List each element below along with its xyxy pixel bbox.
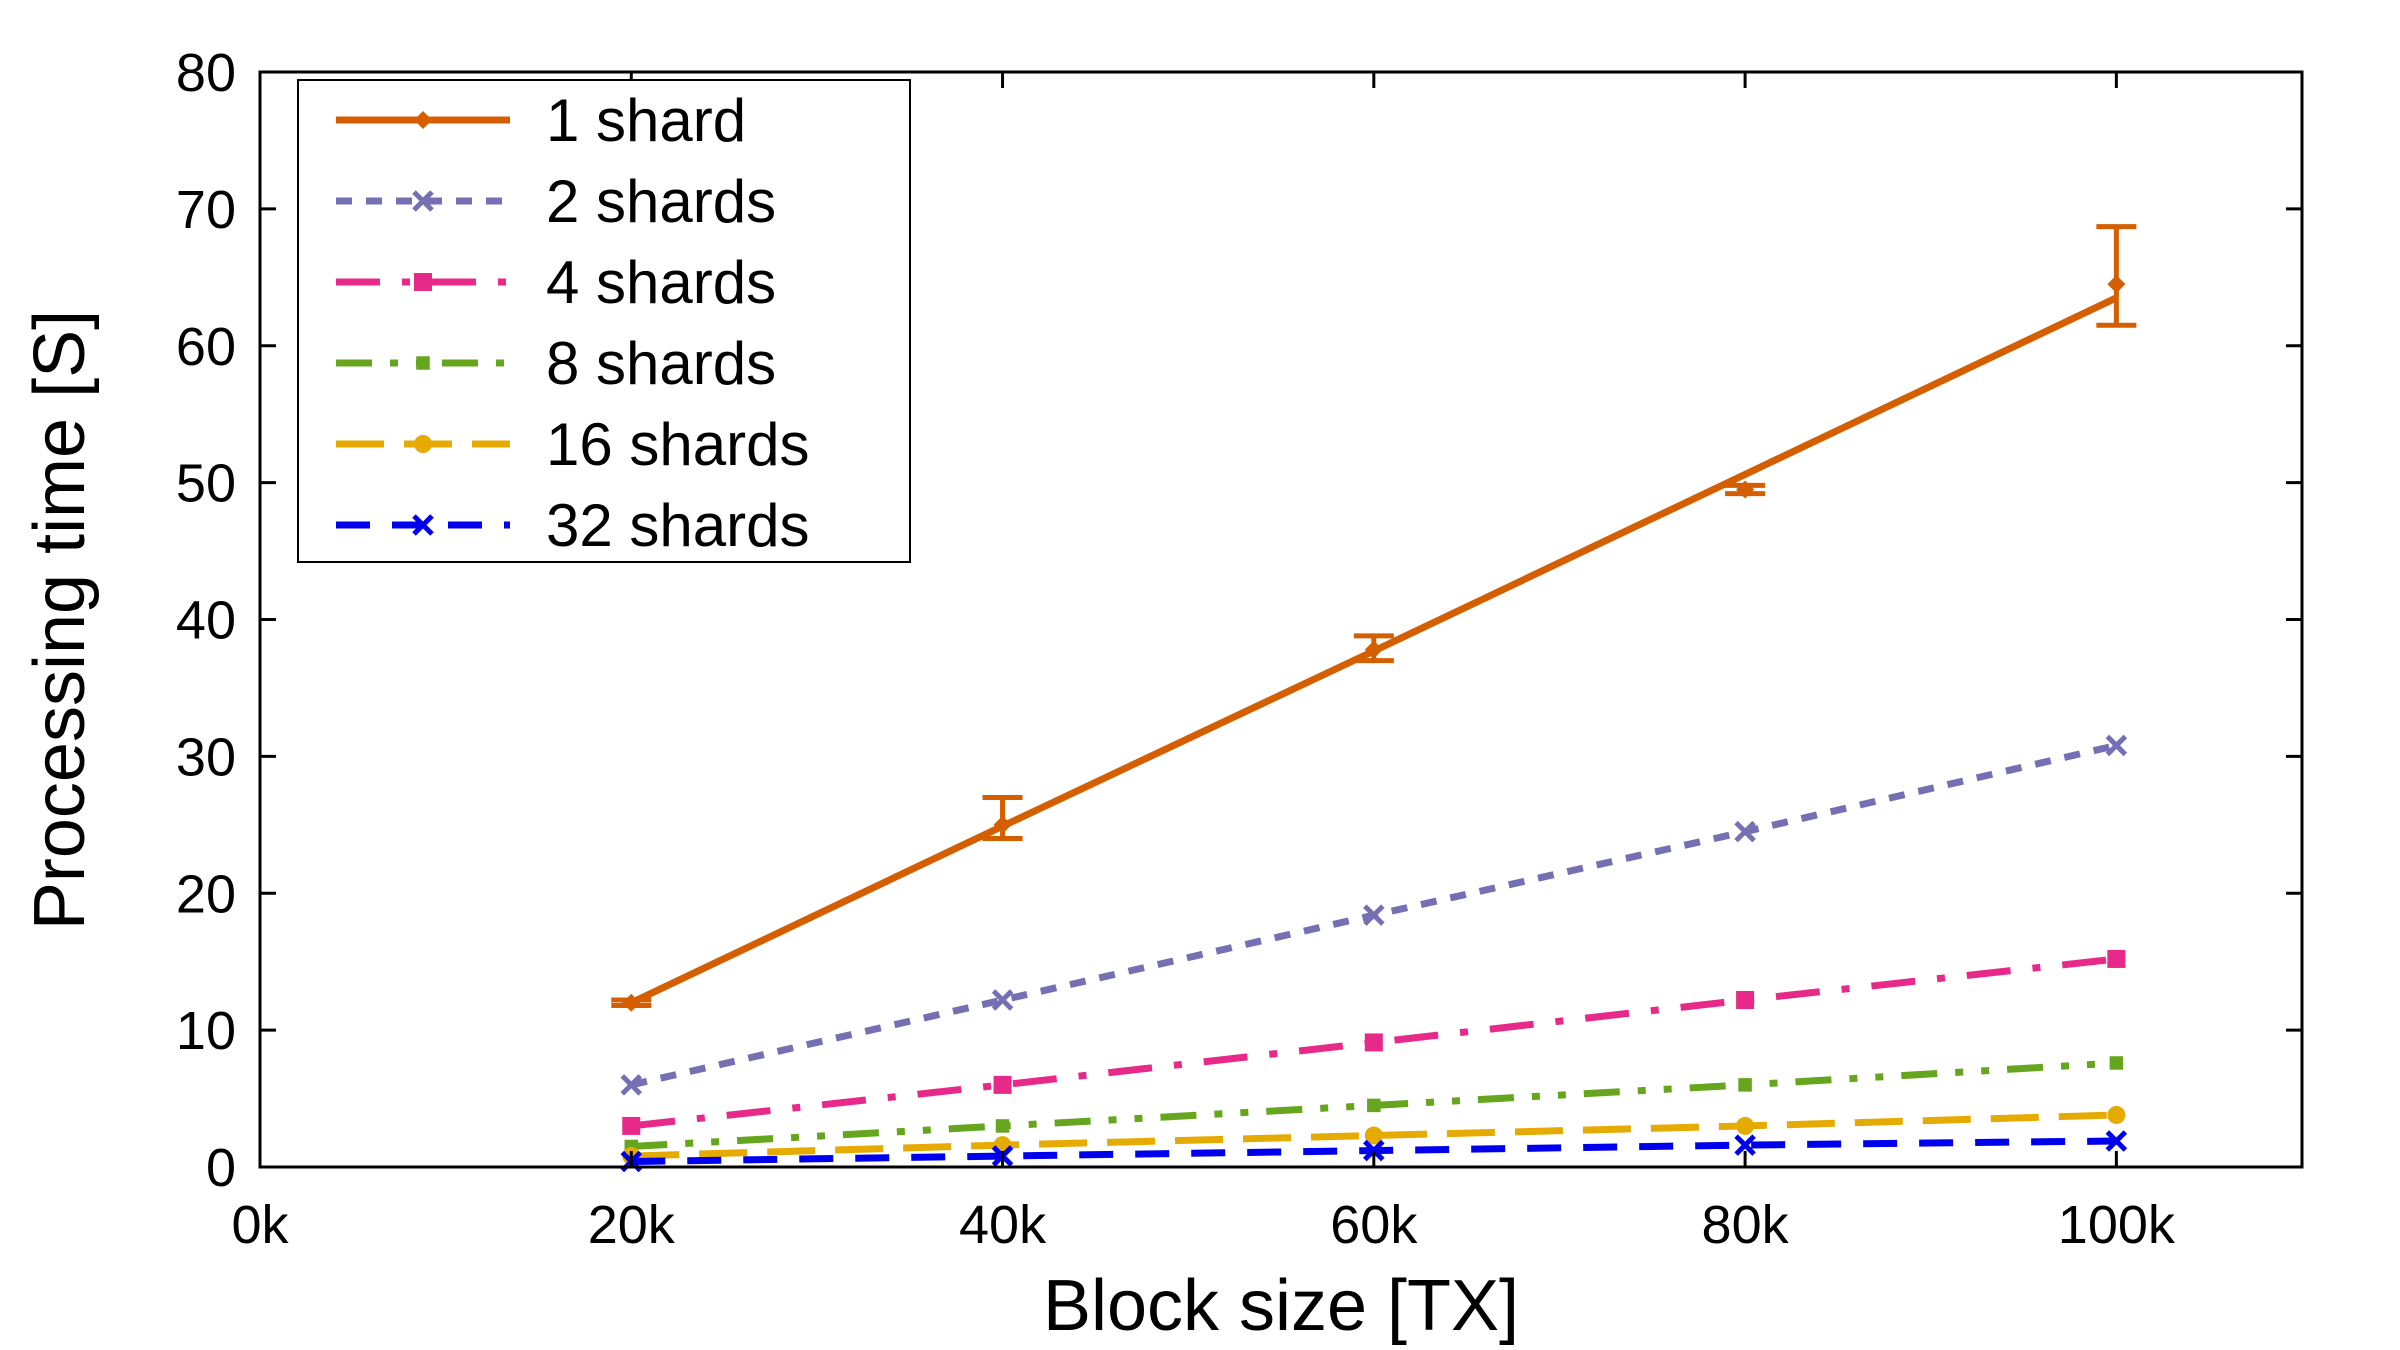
data-point (1736, 1116, 1755, 1135)
data-point (2105, 734, 2128, 757)
y-tick-label: 20 (176, 864, 236, 924)
y-tick-label: 60 (176, 317, 236, 377)
legend-marker (412, 190, 434, 212)
data-point (1736, 991, 1755, 1010)
legend-label: 2 shards (546, 168, 776, 235)
series-1 (620, 734, 2128, 1096)
legend-entry-3: 8 shards (336, 330, 776, 397)
legend-marker (414, 273, 432, 291)
legend-entry-5: 32 shards (336, 492, 810, 559)
data-point (1364, 1033, 1383, 1052)
y-tick-label: 0 (206, 1138, 236, 1198)
y-axis-label: Processing time [S] (20, 310, 100, 930)
legend-marker (414, 111, 432, 129)
data-point (2107, 1105, 2126, 1124)
legend: 1 shard 2 shards 4 shards 8 shards 16 shards… (297, 79, 911, 563)
legend-marker (416, 356, 430, 370)
y-tick-label: 50 (176, 454, 236, 514)
data-point (1364, 1126, 1383, 1145)
legend-marker (412, 514, 434, 536)
y-tick-label: 10 (176, 1001, 236, 1061)
x-tick-label: 80k (1702, 1195, 1790, 1255)
data-point (620, 1074, 643, 1096)
data-point (2109, 1056, 2124, 1070)
x-axis-label: Block size [TX] (1043, 1266, 1519, 1346)
data-point (2107, 949, 2126, 968)
data-point (622, 993, 641, 1012)
legend-label: 1 shard (546, 87, 746, 154)
series-line (631, 1111, 2117, 1160)
y-tick-label: 70 (176, 180, 236, 240)
y-tick-label: 40 (176, 591, 236, 651)
data-point (2105, 1130, 2128, 1152)
x-tick-label: 100k (2058, 1195, 2176, 1255)
series-layer (611, 224, 2137, 1173)
legend-label: 4 shards (546, 249, 776, 316)
data-point (1367, 1098, 1381, 1113)
data-point (1363, 1139, 1385, 1162)
data-point (622, 1116, 641, 1135)
legend-entry-1: 2 shards (336, 168, 776, 235)
legend-label: 16 shards (546, 411, 810, 478)
data-point (991, 989, 1014, 1011)
data-point (1364, 640, 1383, 659)
data-point (995, 1119, 1010, 1133)
x-tick-label: 60k (1330, 1195, 1418, 1255)
y-tick-label: 30 (176, 727, 236, 787)
y-tick-label: 80 (176, 43, 236, 103)
data-point (2107, 275, 2126, 294)
ticks-layer: 0 10 20 30 40 50 60 70 80 0k 20k 40k 60k 80k 100k (176, 43, 2302, 1255)
data-point (1734, 820, 1756, 843)
data-point (1734, 1134, 1756, 1156)
data-point (1738, 1078, 1752, 1092)
x-tick-label: 40k (959, 1195, 1047, 1255)
data-point (1736, 480, 1755, 499)
legend-label: 8 shards (546, 330, 776, 397)
data-point (993, 815, 1012, 834)
legend-entry-4: 16 shards (336, 411, 810, 478)
legend-box (297, 79, 911, 563)
series-0 (611, 224, 2137, 1012)
legend-entry-2: 4 shards (336, 249, 776, 316)
legend-marker (414, 435, 432, 453)
x-tick-label: 0k (231, 1195, 289, 1255)
data-point (993, 1075, 1012, 1094)
legend-entry-0: 1 shard (336, 87, 746, 154)
x-tick-label: 20k (588, 1195, 676, 1255)
series-2 (622, 949, 2126, 1135)
legend-label: 32 shards (546, 492, 810, 559)
data-point (1363, 904, 1385, 926)
